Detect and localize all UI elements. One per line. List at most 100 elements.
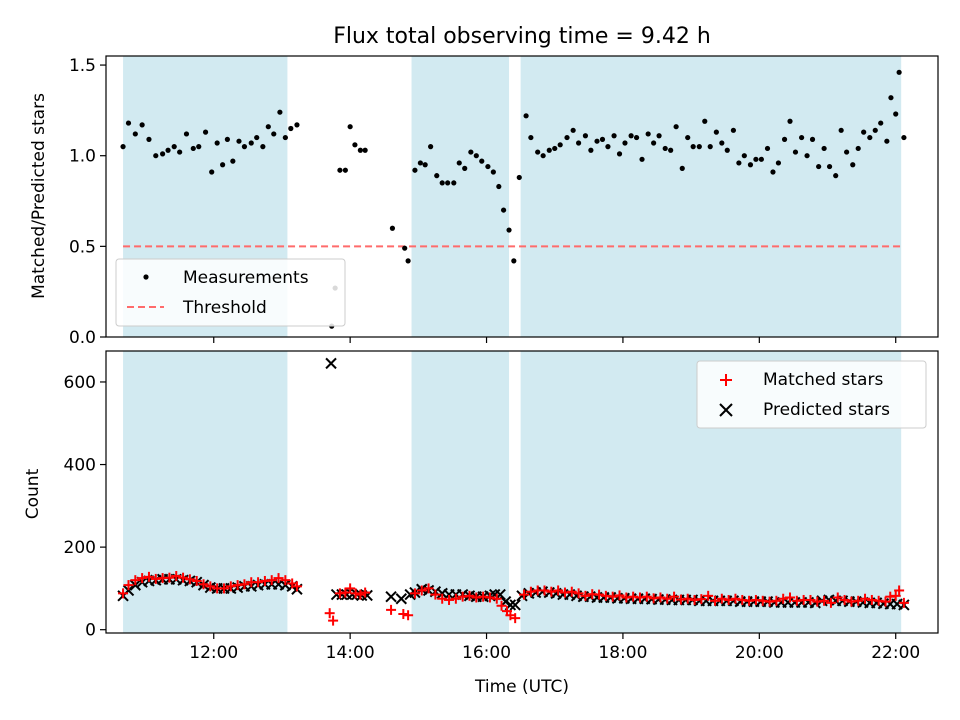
matched-star-marker bbox=[191, 575, 202, 586]
predicted-star-marker bbox=[395, 593, 407, 605]
top-y-ticks: 0.0 0.5 1.0 1.5 bbox=[69, 56, 106, 348]
bottom-panel: 0 200 400 600 12:00 14:00 16:00 18:00 20:00 22:0… bbox=[23, 350, 939, 697]
measurement-point bbox=[564, 134, 570, 141]
measurement-point bbox=[540, 153, 546, 159]
measurement-point bbox=[656, 133, 662, 139]
measurement-point bbox=[506, 227, 512, 233]
legend-predicted-label: Predicted stars bbox=[763, 400, 890, 420]
measurement-point bbox=[616, 151, 623, 157]
measurement-point bbox=[821, 145, 827, 152]
matched-star-marker bbox=[669, 591, 680, 602]
matched-star-marker bbox=[205, 581, 216, 592]
matched-star-marker bbox=[239, 579, 250, 590]
measurement-point bbox=[282, 134, 288, 141]
measurement-point bbox=[153, 153, 159, 159]
measurement-point bbox=[511, 258, 517, 264]
measurement-point bbox=[248, 140, 254, 146]
measurement-point bbox=[546, 147, 552, 153]
matched-star-marker bbox=[350, 588, 361, 599]
matched-star-marker bbox=[360, 587, 371, 598]
measurement-point bbox=[633, 134, 640, 141]
measurement-point bbox=[445, 180, 451, 186]
measurement-point bbox=[456, 160, 462, 166]
measurement-point bbox=[202, 129, 209, 135]
matched-star-marker bbox=[525, 586, 536, 597]
matched-star-marker bbox=[218, 583, 229, 594]
measurement-point bbox=[265, 124, 271, 130]
measurement-point bbox=[896, 69, 902, 75]
bottom-axes-frame bbox=[105, 350, 939, 634]
matched-star-marker bbox=[280, 575, 291, 586]
matched-star-marker bbox=[416, 585, 427, 596]
shaded-interval bbox=[123, 351, 288, 633]
measurement-point bbox=[872, 127, 878, 133]
bottom-legend-box bbox=[696, 360, 927, 429]
measurement-point bbox=[826, 163, 833, 170]
matched-star-marker bbox=[682, 593, 693, 604]
bottom-y-axis-label: Count bbox=[23, 468, 43, 519]
measurement-point bbox=[713, 129, 719, 135]
matched-star-marker bbox=[580, 590, 591, 601]
matched-star-marker bbox=[785, 592, 796, 603]
measurement-point bbox=[337, 167, 343, 173]
bottom-legend: Matched stars Predicted stars bbox=[696, 360, 927, 429]
measurement-point bbox=[605, 144, 611, 150]
measurement-point bbox=[588, 147, 594, 153]
measurement-points bbox=[120, 69, 907, 329]
legend-measurements-marker bbox=[143, 274, 149, 280]
matched-star-marker bbox=[291, 581, 302, 592]
measurement-point bbox=[405, 258, 411, 264]
measurement-point bbox=[792, 149, 799, 155]
matched-star-marker bbox=[164, 572, 175, 583]
measurement-point bbox=[490, 169, 496, 175]
measurement-point bbox=[214, 140, 220, 146]
measurement-point bbox=[260, 144, 266, 150]
y-tick-label: 0.5 bbox=[69, 237, 96, 257]
measurement-point bbox=[645, 131, 651, 137]
matched-star-marker bbox=[730, 593, 741, 604]
measurement-point bbox=[582, 133, 589, 139]
measurement-point bbox=[288, 125, 294, 132]
measurement-point bbox=[236, 138, 242, 144]
matched-star-marker bbox=[825, 597, 836, 608]
y-tick-label: 0 bbox=[85, 621, 96, 641]
measurement-point bbox=[599, 136, 606, 142]
matched-star-marker bbox=[594, 589, 605, 600]
measurement-point bbox=[230, 158, 236, 164]
measurement-point bbox=[690, 144, 696, 150]
measurement-point bbox=[220, 162, 226, 168]
measurement-point bbox=[770, 169, 776, 175]
measurement-point bbox=[855, 145, 861, 152]
predicted-star-markers bbox=[117, 357, 910, 611]
measurement-point bbox=[500, 207, 507, 213]
predicted-star-marker bbox=[325, 357, 337, 370]
measurement-point bbox=[552, 145, 558, 152]
matched-star-marker bbox=[703, 590, 714, 601]
measurement-point bbox=[804, 153, 810, 159]
measurement-point bbox=[753, 156, 759, 162]
matched-star-marker bbox=[386, 604, 397, 615]
measurement-point bbox=[535, 149, 541, 155]
measurement-point bbox=[412, 167, 418, 173]
measurement-point bbox=[809, 136, 816, 142]
matched-star-marker bbox=[273, 573, 284, 584]
matched-star-marker bbox=[573, 588, 584, 599]
y-tick-label: 600 bbox=[64, 373, 96, 393]
measurement-point bbox=[428, 144, 434, 150]
matched-star-marker bbox=[324, 608, 335, 619]
matched-star-marker bbox=[328, 615, 339, 626]
predicted-star-marker bbox=[385, 590, 397, 603]
matched-star-marker bbox=[118, 588, 129, 599]
top-y-axis-label: Matched/Predicted stars bbox=[29, 93, 49, 299]
bottom-x-ticks: 12:00 14:00 16:00 18:00 20:00 22:00 bbox=[189, 633, 920, 663]
matched-star-marker bbox=[345, 583, 356, 594]
measurement-point bbox=[747, 162, 754, 168]
matched-star-marker bbox=[716, 593, 727, 604]
top-legend-box bbox=[115, 258, 346, 327]
matched-star-marker bbox=[184, 574, 195, 585]
measurement-point bbox=[719, 140, 725, 146]
measurement-point bbox=[758, 156, 764, 162]
measurement-point bbox=[622, 140, 628, 146]
matched-star-marker bbox=[662, 593, 673, 604]
